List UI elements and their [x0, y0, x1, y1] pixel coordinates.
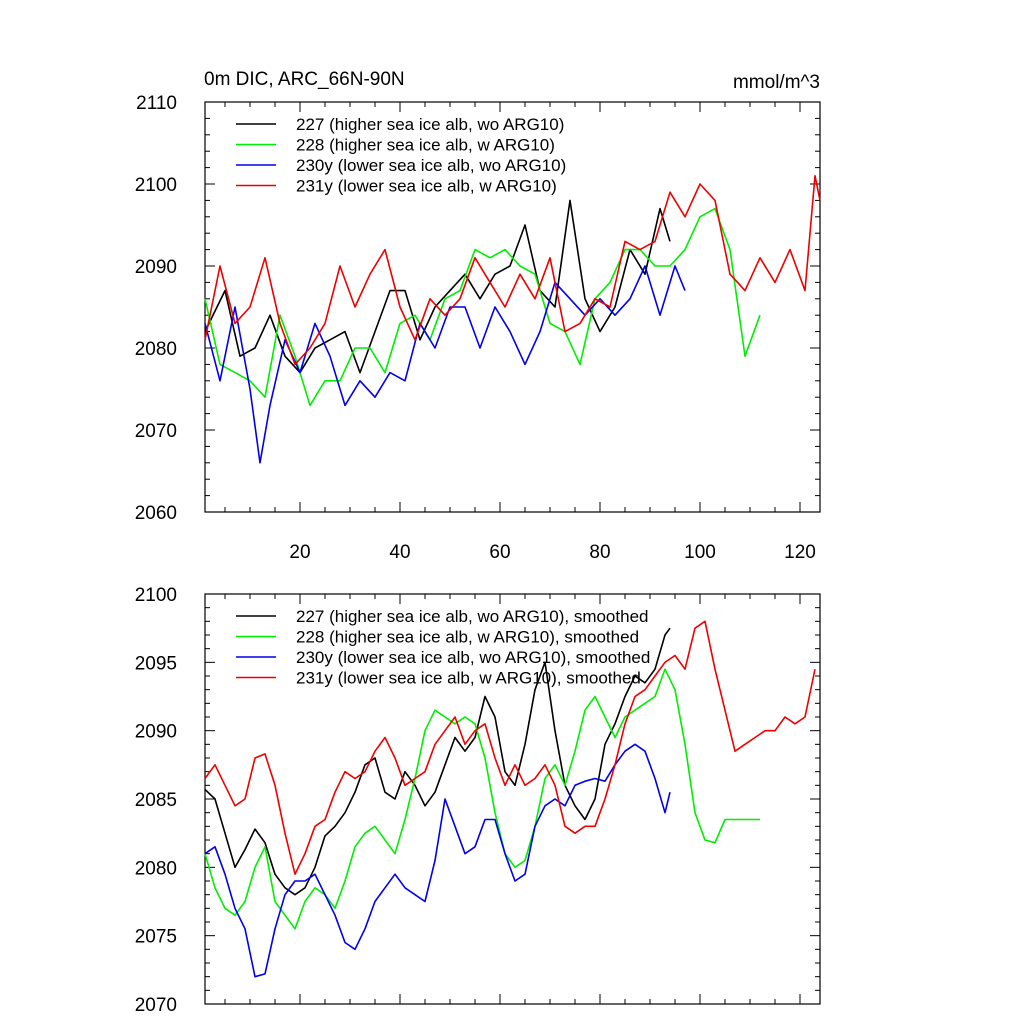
y-tick-label: 2060 — [135, 503, 177, 524]
legend-label-1: 228 (higher sea ice alb, w ARG10), smoot… — [296, 628, 639, 647]
y-tick-label: 2075 — [135, 927, 177, 948]
series-line-3 — [204, 620, 816, 876]
y-tick-label: 2070 — [135, 421, 177, 442]
series-line-1 — [204, 668, 760, 930]
x-tick-label: 120 — [784, 542, 816, 563]
y-tick-label: 2100 — [135, 175, 177, 196]
y-tick-label: 2110 — [136, 93, 177, 114]
legend-label-2: 230y (lower sea ice alb, wo ARG10), smoo… — [296, 648, 650, 667]
legend-label-0: 227 (higher sea ice alb, wo ARG10), smoo… — [296, 607, 648, 626]
x-tick-label: 80 — [589, 542, 610, 563]
series-line-2 — [204, 265, 686, 464]
y-tick-label: 2090 — [135, 257, 177, 278]
y-tick-label: 2090 — [135, 722, 177, 743]
top-panel: 2060 2070 2080 2090 2100 2110 20 40 60 80 100 120 22… — [135, 93, 821, 563]
y-tick-label: 2100 — [135, 585, 177, 606]
series-line-0 — [204, 627, 671, 896]
legend-label-1: 228 (higher sea ice alb, w ARG10) — [296, 136, 555, 155]
x-tick-label: 100 — [684, 542, 716, 563]
chart-title: 0m DIC, ARC_66N-90N — [204, 69, 405, 90]
legend-label-0: 227 (higher sea ice alb, wo ARG10) — [296, 115, 564, 134]
y-tick-label: 2085 — [135, 790, 177, 811]
y-tick-label: 2070 — [135, 995, 177, 1016]
legend-label-3: 231y (lower sea ice alb, w ARG10) — [296, 177, 557, 196]
y-tick-label: 2080 — [135, 339, 177, 360]
chart-units: mmol/m^3 — [733, 72, 820, 93]
x-tick-label: 20 — [289, 542, 310, 563]
x-tick-label: 40 — [389, 542, 410, 563]
y-tick-label: 2095 — [135, 653, 177, 674]
legend-label-3: 231y (lower sea ice alb, w ARG10), smoot… — [296, 669, 641, 688]
series-line-0 — [204, 199, 671, 374]
series-line-2 — [204, 743, 671, 978]
series-line-1 — [204, 207, 761, 407]
series-line-3 — [204, 175, 821, 366]
bottom-panel: 2070 2075 2080 2085 2090 2095 2100 227 (higher … — [135, 585, 821, 1016]
plot-frame — [204, 101, 821, 513]
x-tick-label: 60 — [489, 542, 510, 563]
y-tick-label: 2080 — [135, 858, 177, 879]
legend-label-2: 230y (lower sea ice alb, wo ARG10) — [296, 156, 566, 175]
